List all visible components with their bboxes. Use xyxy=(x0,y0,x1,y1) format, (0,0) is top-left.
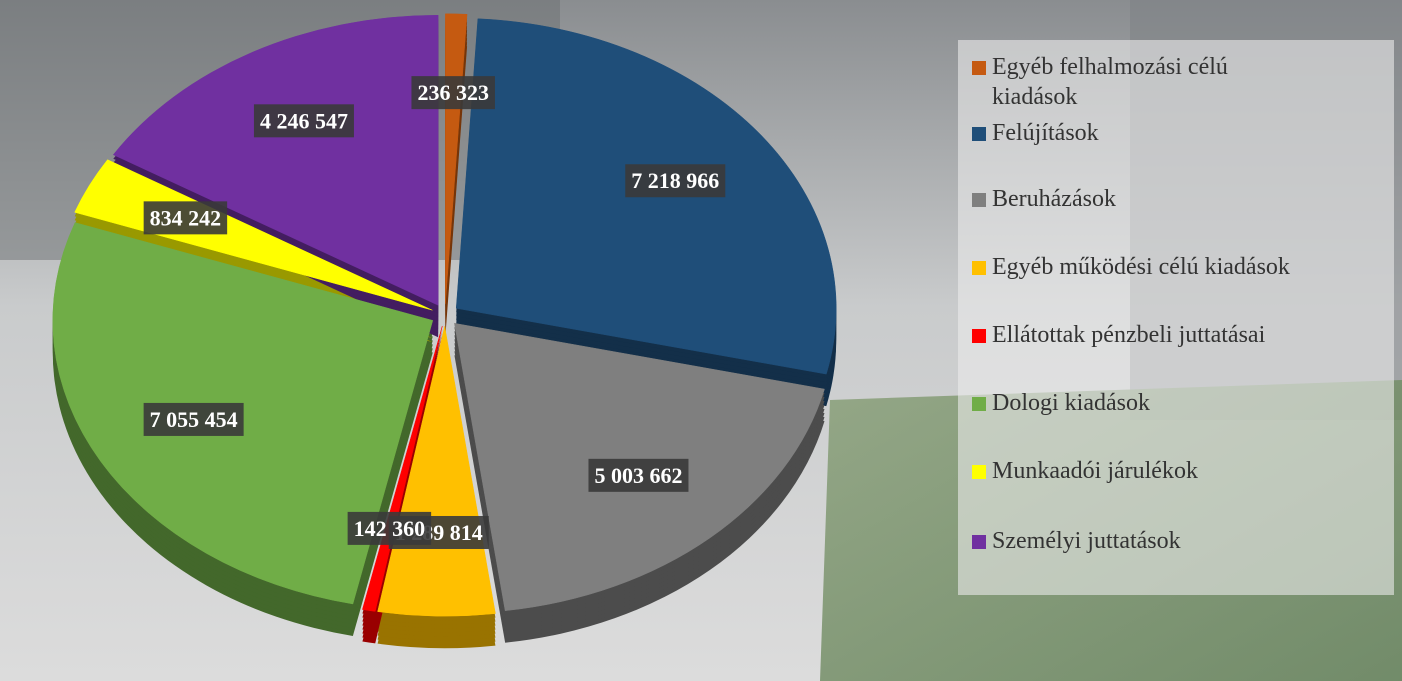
legend-item: Ellátottak pénzbeli juttatásai xyxy=(972,320,1382,350)
legend-item: Személyi juttatások xyxy=(972,526,1382,556)
value-label-box xyxy=(253,104,354,138)
legend-label: Felújítások xyxy=(992,120,1099,146)
legend-label: Személyi juttatások xyxy=(992,528,1181,554)
legend-swatch xyxy=(972,61,986,75)
legend-item: Munkaadói járulékok xyxy=(972,456,1382,486)
legend-item: Egyéb felhalmozási célú kiadások xyxy=(972,52,1382,112)
legend-swatch xyxy=(972,329,986,343)
value-label-box xyxy=(625,164,726,198)
legend-swatch xyxy=(972,465,986,479)
legend-swatch xyxy=(972,261,986,275)
legend-label: Egyéb felhalmozási célú kiadások xyxy=(992,54,1228,110)
legend-label: Egyéb működési célú kiadások xyxy=(992,254,1290,280)
value-label-box xyxy=(588,458,689,492)
value-label: 834 242 xyxy=(150,205,222,230)
legend-item: Egyéb működési célú kiadások xyxy=(972,252,1382,282)
legend-swatch xyxy=(972,193,986,207)
legend-label: Beruházások xyxy=(992,186,1116,212)
value-label-box xyxy=(143,201,228,235)
value-label: 4 246 547 xyxy=(260,108,348,133)
legend-label: Munkaadói járulékok xyxy=(992,458,1198,484)
legend-swatch xyxy=(972,535,986,549)
value-label: 236 323 xyxy=(417,80,489,105)
value-label-box xyxy=(347,511,432,545)
value-label: 142 360 xyxy=(354,516,426,541)
legend-label: Ellátottak pénzbeli juttatásai xyxy=(992,322,1266,348)
legend-swatch xyxy=(972,397,986,411)
value-label: 5 003 662 xyxy=(594,463,682,488)
legend-swatch xyxy=(972,127,986,141)
legend-item: Dologi kiadások xyxy=(972,388,1382,418)
legend-item: Beruházások xyxy=(972,184,1382,214)
value-label: 7 055 454 xyxy=(150,407,238,432)
legend-item: Felújítások xyxy=(972,118,1382,148)
value-label-box xyxy=(143,402,244,436)
legend-label: Dologi kiadások xyxy=(992,390,1150,416)
slice xyxy=(74,159,433,311)
value-label: 7 218 966 xyxy=(631,168,719,193)
value-label-box xyxy=(411,76,495,110)
legend: Egyéb felhalmozási célú kiadások Felújítá… xyxy=(958,40,1394,595)
slice xyxy=(112,14,439,306)
